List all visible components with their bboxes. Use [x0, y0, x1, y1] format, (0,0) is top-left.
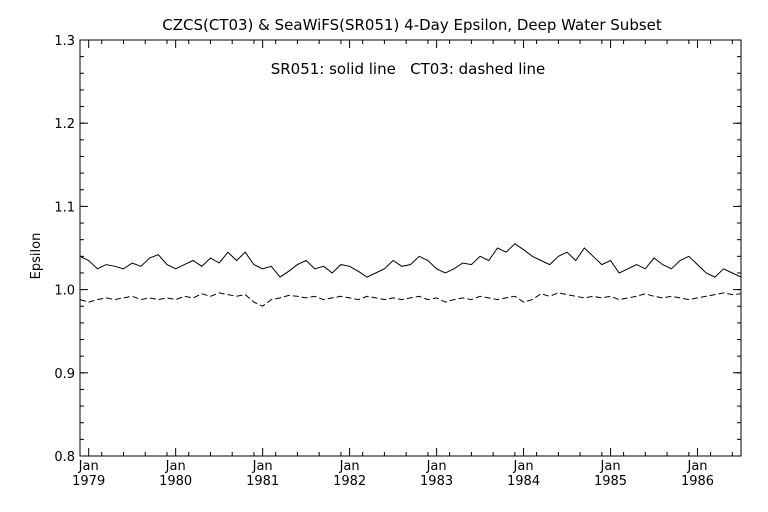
plot-frame [79, 39, 742, 457]
x-tick-label-year: 1982 [333, 474, 366, 489]
x-axis-ticks: Jan1979Jan1980Jan1981Jan1982Jan1983Jan19… [72, 40, 733, 489]
y-tick-label: 1.2 [54, 117, 75, 132]
series-line-ct03 [79, 292, 742, 307]
y-tick-label: 1.1 [54, 200, 75, 215]
x-tick-label-month: Jan [426, 459, 447, 474]
x-tick-label-month: Jan [165, 459, 186, 474]
x-tick-label-year: 1979 [72, 474, 105, 489]
x-tick-label-month: Jan [686, 459, 707, 474]
x-tick-label-year: 1986 [681, 474, 714, 489]
x-tick-label-month: Jan [513, 459, 534, 474]
chart-title: CZCS(CT03) & SeaWiFS(SR051) 4-Day Epsilo… [162, 16, 662, 34]
x-tick-label-year: 1980 [159, 474, 192, 489]
y-tick-label: 1.0 [54, 284, 75, 299]
x-tick-label-month: Jan [252, 459, 273, 474]
y-tick-label: 0.8 [54, 450, 75, 465]
x-tick-label-year: 1983 [420, 474, 453, 489]
x-tick-label-year: 1985 [594, 474, 627, 489]
x-tick-label-month: Jan [600, 459, 621, 474]
y-axis-ticks: 0.8 0.9 1.0 1.1 1.2 1.3 [54, 34, 741, 465]
x-tick-label-year: 1981 [246, 474, 279, 489]
series-key-annotation: SR051: solid line CT03: dashed line [271, 60, 546, 78]
series-layer [79, 243, 742, 307]
series-line-sr051 [79, 243, 742, 278]
y-tick-label: 1.3 [54, 34, 75, 49]
x-tick-label-month: Jan [78, 459, 99, 474]
y-tick-label: 0.9 [54, 367, 75, 382]
x-tick-label-year: 1984 [507, 474, 540, 489]
y-axis-label: Epsilon [29, 233, 44, 280]
x-tick-label-month: Jan [339, 459, 360, 474]
